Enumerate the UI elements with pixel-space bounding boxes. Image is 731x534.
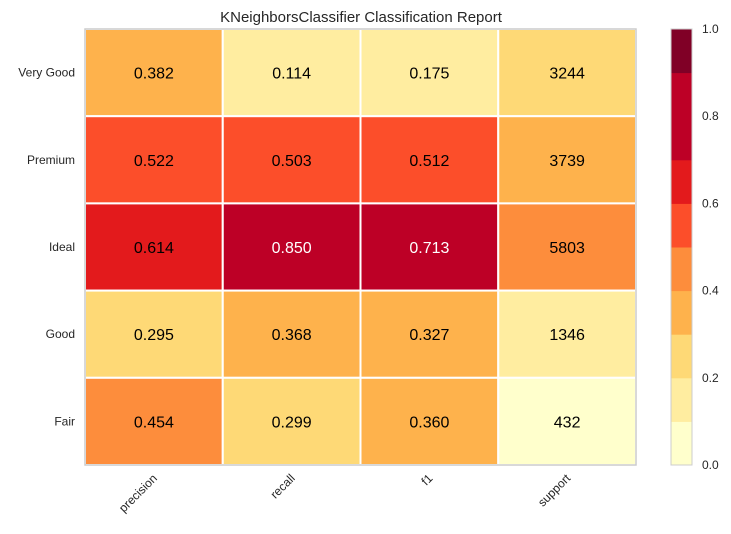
- colorbar-tick-label: 0.2: [702, 371, 719, 385]
- cell-value-label: 0.382: [134, 66, 174, 83]
- colorbar-tick-label: 0.4: [702, 284, 719, 298]
- cell-value-label: 0.327: [409, 327, 449, 344]
- cell-value-label: 0.368: [272, 327, 312, 344]
- colorbar-segment: [671, 377, 692, 422]
- heatmap-cell: [221, 289, 362, 379]
- cell-value-label: 0.522: [134, 153, 174, 170]
- heatmap-cell: [84, 28, 224, 118]
- cell-value-label: 0.850: [272, 240, 312, 257]
- cell-value-label: 0.114: [272, 66, 311, 83]
- colorbar-segment: [671, 72, 692, 117]
- cell-value-label: 0.299: [272, 414, 312, 431]
- cell-value-label: 0.360: [409, 414, 449, 431]
- cell-value-label: 0.454: [134, 414, 174, 431]
- colorbar-frame: [670, 28, 693, 466]
- x-tick-label: precision: [116, 471, 160, 515]
- colorbar: 0.0 0.2 0.4 0.6 0.8 1.0: [670, 22, 719, 472]
- colorbar-segment: [671, 334, 692, 379]
- cell-value-label: 0.614: [134, 240, 174, 257]
- y-tick-labels: Very Good Premium Ideal Good Fair: [18, 66, 75, 429]
- colorbar-tick-label: 0.0: [702, 458, 719, 472]
- cell-value-label: 3739: [549, 153, 585, 170]
- x-tick-label: recall: [268, 471, 298, 501]
- colorbar-tick-label: 1.0: [702, 22, 719, 36]
- plot-frame: [84, 28, 637, 466]
- chart-title: KNeighborsClassifier Classification Repo…: [220, 9, 503, 26]
- cell-value-label: 0.295: [134, 327, 174, 344]
- y-tick-label: Premium: [27, 153, 75, 167]
- cell-value-label: 1346: [549, 327, 585, 344]
- x-tick-label: f1: [419, 471, 436, 488]
- colorbar-segment: [671, 29, 692, 74]
- x-tick-labels: precision recall f1 support: [116, 471, 574, 515]
- heatmap-cell: [497, 289, 637, 379]
- colorbar-tick-label: 0.8: [702, 109, 719, 123]
- colorbar-segment: [671, 159, 692, 204]
- heatmap-cell: [497, 115, 637, 205]
- y-tick-label: Good: [46, 327, 75, 341]
- heatmap-cell: [221, 115, 362, 205]
- colorbar-segment: [671, 203, 692, 248]
- y-tick-label: Fair: [54, 414, 75, 428]
- y-tick-label: Ideal: [49, 240, 75, 254]
- cell-value-label: 0.175: [409, 66, 449, 83]
- cell-value-label: 3244: [549, 66, 585, 83]
- cell-value-label: 0.713: [409, 240, 449, 257]
- heatmap-cells: 0.382 0.114 0.175 3244 0.522 0.503 0.512 3739 0.…: [84, 28, 637, 466]
- cell-value-label: 0.503: [272, 153, 312, 170]
- heatmap-cell: [221, 202, 362, 292]
- cell-value-label: 5803: [549, 240, 585, 257]
- y-tick-label: Very Good: [18, 66, 75, 80]
- heatmap-cell: [221, 28, 362, 118]
- colorbar-segment: [671, 116, 692, 161]
- colorbar-segment: [671, 247, 692, 292]
- heatmap-cell: [359, 376, 500, 466]
- colorbar-segment: [671, 421, 692, 466]
- heatmap-cell: [497, 376, 637, 466]
- cell-value-label: 432: [554, 414, 581, 431]
- colorbar-segment: [671, 290, 692, 335]
- colorbar-tick-label: 0.6: [702, 196, 719, 210]
- heatmap-cell: [497, 202, 637, 292]
- x-tick-label: support: [535, 471, 574, 510]
- heatmap-cell: [221, 376, 362, 466]
- cell-value-label: 0.512: [409, 153, 449, 170]
